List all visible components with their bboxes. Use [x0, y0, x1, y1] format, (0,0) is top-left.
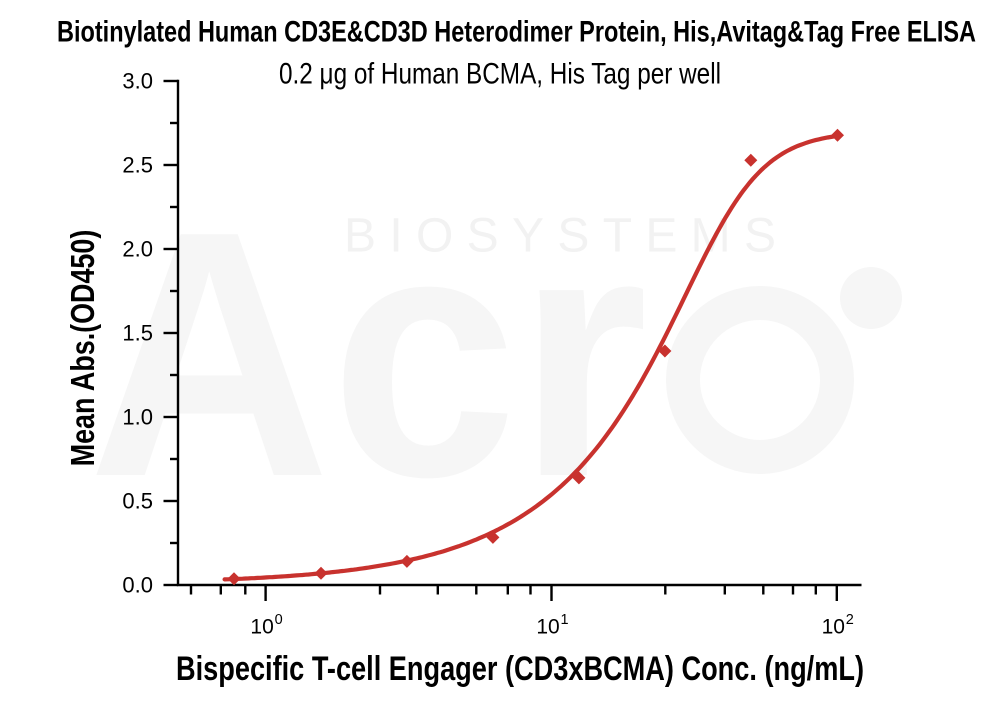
svg-text:0: 0	[275, 612, 283, 628]
svg-text:0.5: 0.5	[122, 489, 153, 514]
svg-text:10: 10	[536, 616, 559, 639]
svg-text:3.0: 3.0	[122, 69, 153, 94]
svg-text:1: 1	[561, 612, 569, 628]
svg-text:2: 2	[846, 612, 854, 628]
svg-text:2.5: 2.5	[122, 153, 153, 178]
svg-text:0.0: 0.0	[122, 573, 153, 598]
svg-text:Biotinylated Human CD3E&CD3D H: Biotinylated Human CD3E&CD3D Heterodimer…	[57, 16, 976, 49]
svg-text:Acr: Acr	[88, 159, 648, 550]
svg-text:Mean Abs.(OD450): Mean Abs.(OD450)	[64, 230, 101, 467]
svg-text:10: 10	[250, 616, 273, 639]
svg-text:10: 10	[822, 616, 845, 639]
svg-text:1.5: 1.5	[122, 321, 153, 346]
svg-text:0.2 μg of Human BCMA, His Tag: 0.2 μg of Human BCMA, His Tag per well	[279, 58, 721, 91]
svg-text:1.0: 1.0	[122, 405, 153, 430]
svg-text:Bispecific T-cell Engager (CD3: Bispecific T-cell Engager (CD3xBCMA) Con…	[176, 650, 864, 688]
svg-text:2.0: 2.0	[122, 237, 153, 262]
